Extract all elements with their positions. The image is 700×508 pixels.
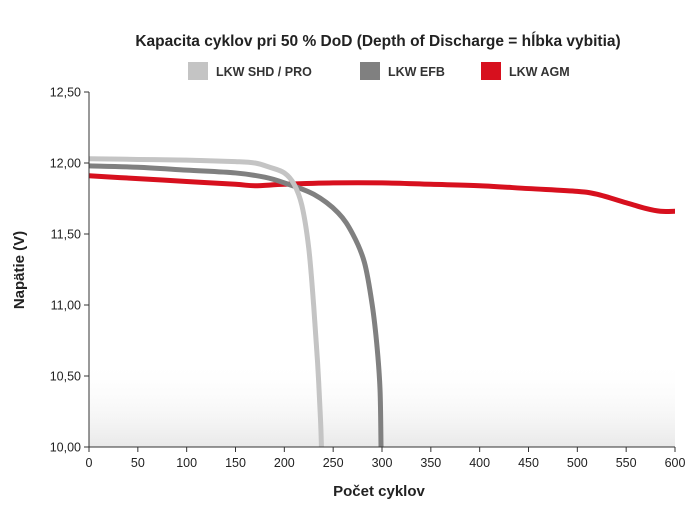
- legend-swatch-1: [360, 62, 380, 80]
- series-line-0: [88, 156, 324, 448]
- legend-swatch-2: [481, 62, 501, 80]
- x-tick-label: 400: [469, 456, 490, 470]
- series-line-1: [88, 163, 384, 448]
- y-tick-label: 10,00: [50, 441, 81, 455]
- x-axis-label: Počet cyklov: [333, 483, 425, 500]
- y-ticks: 10,00 10,50 11,00 11,50 12,00 12,50: [50, 86, 89, 455]
- x-tick-label: 0: [86, 456, 93, 470]
- y-tick-label: 11,50: [51, 228, 81, 242]
- x-tick-label: 350: [420, 456, 441, 470]
- series-line-2: [88, 173, 676, 214]
- x-ticks: 0 50 100 150 200 250 300 350 400 450 500 550 600: [86, 447, 686, 470]
- y-tick-label: 11,00: [51, 299, 81, 313]
- series-layer: [88, 156, 676, 448]
- y-tick-label: 12,50: [50, 86, 81, 100]
- legend-label-1: LKW EFB: [388, 65, 445, 79]
- x-tick-label: 450: [518, 456, 539, 470]
- legend-label-0: LKW SHD / PRO: [216, 65, 312, 79]
- y-tick-label: 12,00: [50, 157, 81, 171]
- x-tick-label: 300: [372, 456, 393, 470]
- x-tick-label: 150: [225, 456, 246, 470]
- y-tick-label: 10,50: [50, 370, 81, 384]
- y-axis-label: Napätie (V): [11, 231, 28, 309]
- x-tick-label: 550: [616, 456, 637, 470]
- legend-label-2: LKW AGM: [509, 65, 570, 79]
- x-tick-label: 500: [567, 456, 588, 470]
- x-tick-label: 200: [274, 456, 295, 470]
- chart-title: Kapacita cyklov pri 50 % DoD (Depth of D…: [135, 32, 620, 50]
- x-tick-label: 600: [665, 456, 686, 470]
- x-tick-label: 250: [323, 456, 344, 470]
- x-tick-label: 50: [131, 456, 145, 470]
- legend-swatch-0: [188, 62, 208, 80]
- legend: LKW SHD / PRO LKW EFB LKW AGM: [188, 62, 570, 80]
- x-tick-label: 100: [176, 456, 197, 470]
